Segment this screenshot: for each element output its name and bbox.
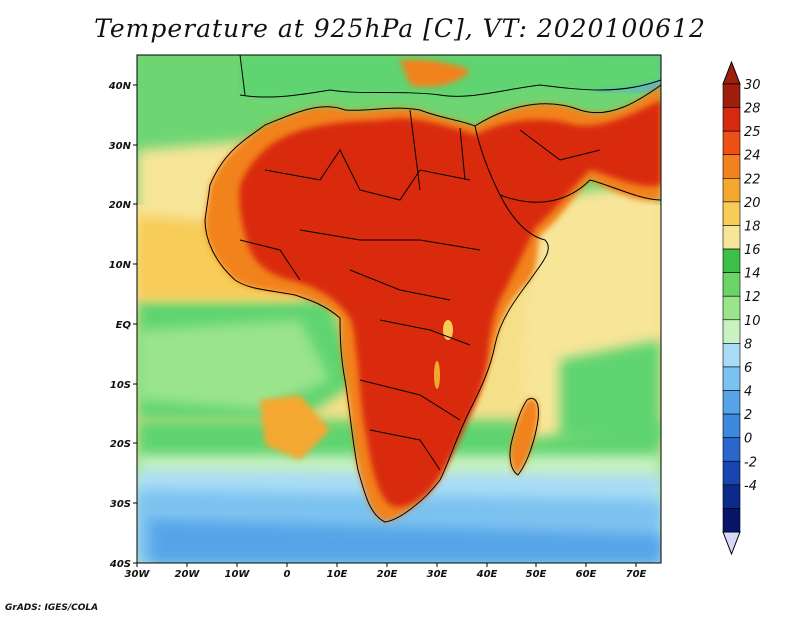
colorbar-label: 8 (744, 337, 752, 352)
colorbar-swatch (722, 508, 741, 533)
colorbar-swatch (722, 225, 741, 250)
colorbar-swatch (722, 390, 741, 415)
colorbar-label: 0 (744, 432, 752, 447)
lon-label: 40E (476, 569, 498, 580)
colorbar-swatch (722, 201, 741, 226)
colorbar-swatch (722, 343, 741, 368)
lon-label: 10E (327, 569, 348, 580)
lat-label: 40S (109, 559, 131, 570)
lon-label: 20E (377, 569, 398, 580)
lon-label: 10W (225, 569, 251, 580)
lat-label: EQ (116, 320, 132, 331)
map-frame (136, 54, 662, 564)
colorbar-swatch (722, 366, 741, 391)
colorbar-label: 30 (744, 78, 761, 93)
colorbar-label: -2 (744, 455, 757, 470)
colorbar-swatch (722, 413, 741, 438)
colorbar-swatch (722, 319, 741, 344)
lon-label: 30W (125, 569, 151, 580)
colorbar-swatch (722, 178, 741, 203)
lon-label: 60E (576, 569, 597, 580)
colorbar-swatch (722, 154, 741, 179)
colorbar-label: 16 (744, 243, 761, 258)
lat-label: 20N (109, 200, 132, 211)
lon-label: 30E (427, 569, 448, 580)
colorbar-label: 25 (744, 125, 761, 140)
coastlines (204, 55, 661, 523)
temperature-field (137, 55, 661, 563)
lon-label: 50E (526, 569, 547, 580)
colorbar-label: 18 (744, 219, 761, 234)
lat-label: 30S (110, 499, 131, 510)
lon-label: 20W (175, 569, 201, 580)
colorbar-label: 14 (744, 267, 761, 282)
lon-labels: 30W 20W 10W 0 10E 20E 30E 40E 50E 60E 70… (125, 569, 647, 580)
lat-labels: 40N 30N 20N 10N EQ 10S 20S 30S 40S (108, 81, 132, 570)
colorbar-swatch (722, 130, 741, 156)
axis-ticks (133, 84, 637, 567)
map-title: Temperature at 925hPa [C], VT: 202010061… (94, 14, 706, 43)
colorbar-swatch (722, 107, 741, 132)
colorbar-label: 4 (744, 385, 752, 400)
colorbar-bottom-arrow (722, 531, 741, 556)
colorbar-swatch (722, 437, 741, 462)
colorbar-swatch (722, 83, 741, 108)
colorbar-swatch (722, 460, 741, 486)
colorbar-label: 12 (744, 290, 761, 305)
lat-label: 20S (110, 439, 131, 450)
colorbar-top-arrow (722, 60, 741, 85)
colorbar-label: 24 (744, 149, 761, 164)
colorbar-label: -4 (744, 479, 757, 494)
lon-label: 70E (626, 569, 647, 580)
footer-credit: GrADS: IGES/COLA (5, 603, 99, 613)
colorbar-swatch (722, 248, 741, 273)
colorbar-label: 10 (744, 314, 761, 329)
colorbar-label: 22 (744, 172, 761, 187)
lon-label: 0 (284, 569, 291, 580)
colorbar-swatch (722, 272, 741, 297)
colorbar-label: 28 (744, 102, 761, 117)
lat-label: 40N (108, 81, 132, 92)
lat-label: 10N (109, 260, 132, 271)
colorbar-label: 2 (744, 408, 752, 423)
colorbar-swatch (722, 484, 741, 509)
colorbar-label: 20 (744, 196, 761, 211)
lat-label: 10S (110, 380, 131, 391)
colorbar-label: 6 (744, 361, 752, 376)
lat-label: 30N (109, 141, 132, 152)
colorbar-swatch (722, 295, 741, 321)
